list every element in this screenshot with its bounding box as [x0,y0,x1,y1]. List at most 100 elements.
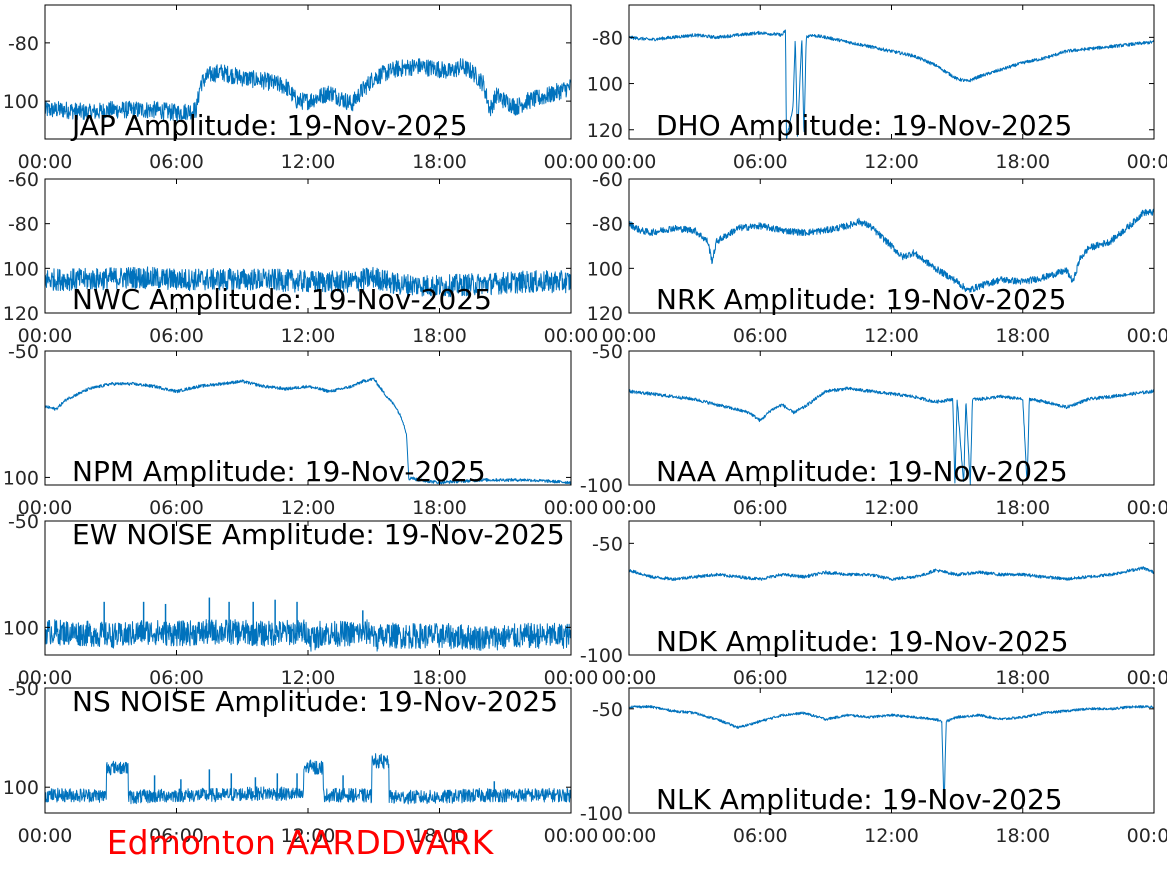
x-tick-label: 06:00 [733,497,788,519]
y-tick-label: 100 [3,777,39,799]
x-tick-label: 00:00 [1127,325,1167,347]
x-tick-label: 06:00 [149,151,204,173]
series-group [45,377,571,485]
x-tick-label: 18:00 [995,825,1050,847]
series-group [629,386,1154,485]
x-tick-label: 00:00 [544,325,599,347]
x-tick-label: 12:00 [864,825,919,847]
x-tick-label: 18:00 [412,151,467,173]
y-tick-label: -50 [592,699,623,721]
x-tick-label: 06:00 [733,825,788,847]
chart-title: NLK Amplitude: 19-Nov-2025 [656,783,1063,816]
chart-panel-1: 00:00 06:00 12:00 18:00 00:00 -80 100 JAP Ampli… [3,4,599,173]
x-tick-label: 00:00 [1127,151,1167,173]
y-tick-label: 120 [3,303,39,325]
series-line [629,208,1154,293]
x-tick-label: 18:00 [412,325,467,347]
chart-panel-2: 00:00 06:00 12:00 18:00 00:00 -80 100 120 DHO Am… [587,4,1167,173]
x-tick-label: 12:00 [281,825,336,847]
footer-label: Edmonton AARDDVARK [107,823,495,862]
chart-panel-6: 00:00 06:00 12:00 18:00 00:00 -50 -100 NAA Ampl… [580,341,1167,519]
chart-panel-9: 00:00 06:00 12:00 18:00 00:00 -50 100 NS NOISE … [3,678,599,847]
y-tick-label: 100 [3,258,39,280]
x-tick-label: 18:00 [412,497,467,519]
y-tick-label: -60 [592,169,623,191]
x-tick-label: 18:00 [995,497,1050,519]
x-tick-label: 06:00 [733,151,788,173]
x-tick-label: 00:00 [602,151,657,173]
chart-title: NWC Amplitude: 19-Nov-2025 [72,283,492,316]
y-tick-label: -50 [592,341,623,363]
series-line [45,619,571,652]
x-tick-label: 00:00 [544,825,599,847]
x-tick-label: 18:00 [995,325,1050,347]
x-tick-label: 12:00 [281,497,336,519]
chart-title: EW NOISE Amplitude: 19-Nov-2025 [72,518,565,551]
series-group [629,29,1154,139]
x-tick-label: 12:00 [281,151,336,173]
y-tick-label: -50 [8,341,39,363]
chart-title: NPM Amplitude: 19-Nov-2025 [72,455,486,488]
y-tick-label: 100 [587,258,623,280]
x-tick-label: 12:00 [864,151,919,173]
x-tick-label: 12:00 [281,325,336,347]
series-line [629,566,1154,581]
series-group [629,705,1154,810]
series-group [629,208,1154,293]
y-tick-label: -50 [8,511,39,533]
x-tick-label: 00:00 [18,325,73,347]
x-tick-label: 00:00 [1127,497,1167,519]
x-tick-label: 18:00 [412,825,467,847]
y-tick-label: -50 [592,533,623,555]
series-line [629,705,1154,810]
x-tick-label: 06:00 [733,667,788,689]
chart-panel-7: 00:00 06:00 12:00 18:00 00:00 -50 100 EW NOISE … [3,511,599,689]
y-tick-label: -100 [580,475,623,497]
chart-title: NRK Amplitude: 19-Nov-2025 [656,283,1066,316]
series-group [45,266,571,298]
x-tick-label: 00:00 [1127,825,1167,847]
chart-title: NDK Amplitude: 19-Nov-2025 [656,625,1069,658]
series-group [45,597,571,652]
x-tick-label: 00:00 [544,497,599,519]
chart-panel-4: 00:00 06:00 12:00 18:00 00:00 -60 -80 100 120 NRK… [587,169,1167,347]
series-line [45,266,571,298]
y-tick-label: -80 [592,27,623,49]
series-group [45,753,571,805]
y-tick-label: 120 [587,120,623,142]
y-tick-label: 100 [3,91,39,113]
x-tick-label: 00:00 [602,325,657,347]
x-tick-label: 00:00 [1127,667,1167,689]
x-tick-label: 12:00 [281,667,336,689]
x-tick-label: 00:00 [544,151,599,173]
chart-panel-8: 00:00 06:00 12:00 18:00 00:00 -50 -100 NDK Ampl… [580,520,1167,689]
x-tick-label: 06:00 [149,667,204,689]
y-tick-label: -80 [8,214,39,236]
x-tick-label: 06:00 [733,325,788,347]
x-tick-label: 00:00 [18,151,73,173]
y-tick-label: -60 [8,169,39,191]
chart-title: DHO Amplitude: 19-Nov-2025 [656,109,1072,142]
y-tick-label: -50 [8,678,39,700]
x-tick-label: 18:00 [412,667,467,689]
series-line [45,377,571,485]
y-tick-label: -100 [580,645,623,667]
x-tick-label: 00:00 [544,667,599,689]
chart-title: NS NOISE Amplitude: 19-Nov-2025 [72,685,558,718]
series-line [629,386,1154,485]
chart-panel-10: 00:00 06:00 12:00 18:00 00:00 -50 -100 NLK Ampl… [580,687,1167,847]
series-line [629,29,1154,139]
x-tick-label: 12:00 [864,325,919,347]
y-tick-label: -100 [580,803,623,825]
y-tick-label: 100 [3,467,39,489]
chart-title: JAP Amplitude: 19-Nov-2025 [70,109,468,142]
x-tick-label: 18:00 [995,667,1050,689]
series-line [45,753,571,805]
chart-panel-5: 00:00 06:00 12:00 18:00 00:00 -50 100 NPM Ampli… [3,341,599,519]
x-tick-label: 00:00 [602,667,657,689]
series-group [45,58,571,122]
x-tick-label: 06:00 [149,497,204,519]
y-tick-label: 120 [587,303,623,325]
x-tick-label: 00:00 [602,825,657,847]
